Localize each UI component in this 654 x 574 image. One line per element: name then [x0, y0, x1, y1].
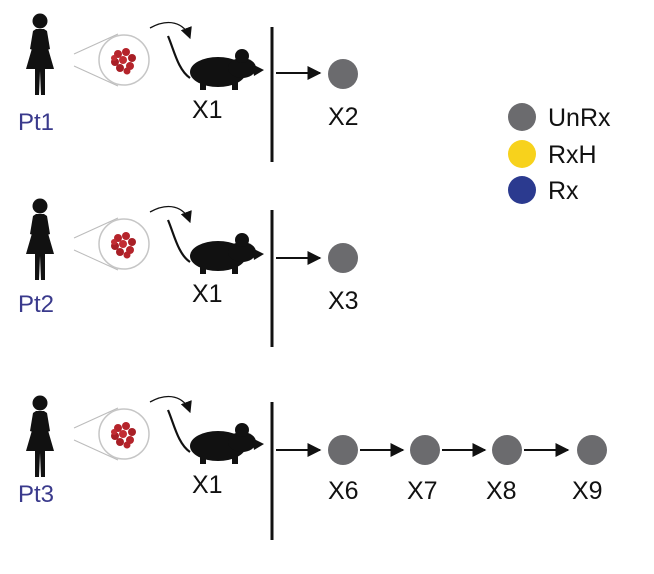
mouse-silhouette-icon: [166, 34, 266, 92]
mouse-label: X1: [192, 471, 223, 499]
legend-label: Rx: [548, 177, 579, 205]
node-x6: [328, 435, 358, 465]
woman-silhouette-icon: [26, 198, 54, 280]
tumor-cells-icon: [73, 407, 150, 461]
patient-label: Pt2: [18, 291, 54, 318]
tumor-cells-icon: [73, 33, 150, 87]
node-label: X6: [328, 477, 359, 505]
legend-item-rxh: RxH: [508, 140, 597, 169]
legend-swatch: [508, 140, 536, 168]
legend-swatch: [508, 176, 536, 204]
node-label: X8: [486, 477, 517, 505]
node-label: X3: [328, 287, 359, 315]
legend-label: UnRx: [548, 104, 611, 132]
tumor-cells-icon: [73, 217, 150, 271]
woman-silhouette-icon: [26, 395, 54, 477]
mouse-label: X1: [192, 96, 223, 124]
mouse-silhouette-icon: [166, 408, 266, 466]
row-pt3: Pt3 X1 X6 X7 X8 X9: [18, 395, 607, 540]
legend-swatch: [508, 103, 536, 131]
node-x2: [328, 59, 358, 89]
legend-item-unrx: UnRx: [508, 103, 611, 132]
transplant-arrow: [149, 205, 192, 224]
row-pt2: Pt2 X1 X3: [18, 198, 359, 347]
node-x8: [492, 435, 522, 465]
legend: UnRx RxH Rx: [508, 103, 611, 205]
row-pt1: Pt1 X1 X2: [18, 13, 359, 162]
node-label: X7: [407, 477, 438, 505]
transplant-arrow: [149, 395, 192, 414]
node-x9: [577, 435, 607, 465]
node-x3: [328, 243, 358, 273]
legend-label: RxH: [548, 141, 597, 169]
node-label: X9: [572, 477, 603, 505]
transplant-arrow: [149, 21, 192, 40]
woman-silhouette-icon: [26, 13, 54, 95]
node-x7: [410, 435, 440, 465]
patient-label: Pt3: [18, 481, 54, 508]
legend-item-rx: Rx: [508, 176, 579, 205]
mouse-silhouette-icon: [166, 218, 266, 276]
node-label: X2: [328, 103, 359, 131]
mouse-label: X1: [192, 280, 223, 308]
patient-label: Pt1: [18, 109, 54, 136]
